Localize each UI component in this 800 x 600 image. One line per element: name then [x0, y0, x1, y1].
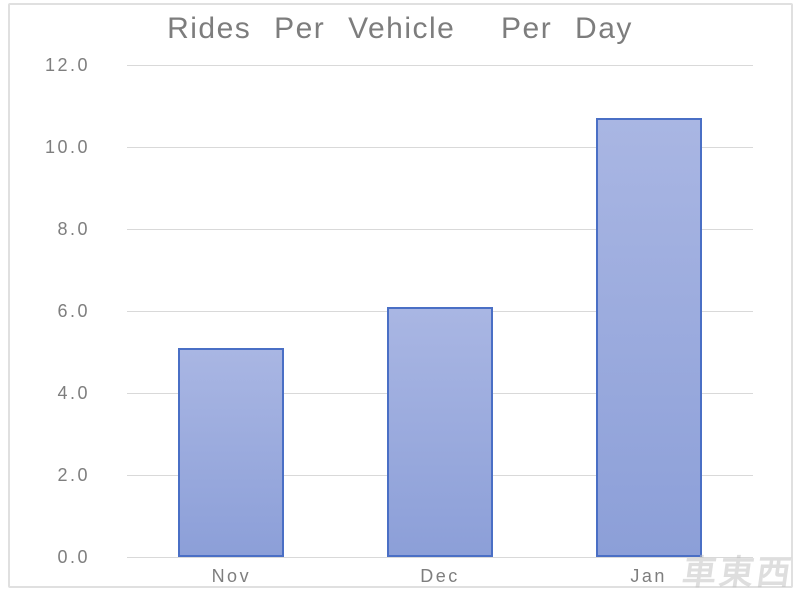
watermark: 車東西 [679, 554, 797, 592]
x-tick-label-jan: Jan [630, 566, 667, 586]
gridline [127, 228, 753, 230]
bar-nov [178, 347, 285, 557]
gridline [127, 146, 753, 148]
x-tick-label-dec: Dec [420, 566, 460, 586]
x-tick-label-nov: Nov [211, 566, 252, 586]
gridline [127, 556, 753, 558]
y-tick-label: 12.0 [44, 55, 90, 75]
bar-dec [387, 306, 493, 557]
y-tick-label: 2.0 [57, 465, 90, 485]
gridline [127, 64, 753, 66]
y-tick-label: 6.0 [57, 301, 90, 321]
y-tick-label: 0.0 [57, 547, 90, 567]
y-tick-label: 8.0 [57, 219, 90, 239]
chart-title: Rides Per Vehicle Per Day [167, 12, 633, 45]
bar-jan [595, 118, 702, 557]
y-tick-label: 10.0 [44, 137, 90, 157]
y-tick-label: 4.0 [57, 383, 90, 403]
